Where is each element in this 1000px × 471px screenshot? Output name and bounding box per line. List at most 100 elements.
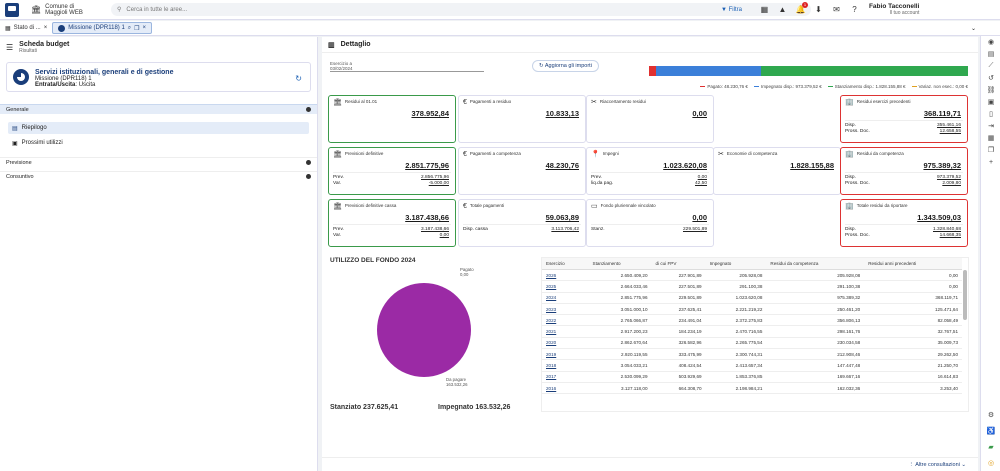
row-value[interactable]: 2.009,80: [942, 181, 961, 186]
row-value[interactable]: 0,00: [697, 175, 707, 180]
altre-consultazioni-link[interactable]: ⋮ Altre consultazioni ⌄: [908, 461, 966, 468]
calc-icon[interactable]: ▦: [987, 135, 995, 142]
calendar-icon[interactable]: ▣: [987, 99, 995, 106]
box-riaccertamento[interactable]: ✂ Riaccertamento residui 0,00: [586, 95, 714, 143]
box-totale-residui[interactable]: 🏢 Totale residui da riportare 1.343.509,0…: [840, 199, 968, 247]
row-value[interactable]: 3.187.438,66: [420, 227, 449, 232]
apps-icon[interactable]: ▦: [760, 5, 769, 14]
year-link[interactable]: 2018: [542, 359, 589, 372]
download-icon[interactable]: ⬇: [815, 5, 822, 14]
chevron-down-icon[interactable]: ⌄: [970, 25, 976, 32]
box-previsioni-definitive[interactable]: 🏛 Previsioni definitive 2.851.775,96 Prev…: [328, 147, 456, 195]
filter-button[interactable]: ▼ Filtra: [721, 6, 742, 13]
app-logo[interactable]: [5, 2, 19, 17]
box-residui-competenza[interactable]: 🏢 Residui da competenza 975.389,32 Disp. 9…: [840, 147, 968, 195]
support-icon[interactable]: ◎: [987, 460, 995, 467]
box-value[interactable]: 48.230,76: [545, 161, 579, 170]
link-icon[interactable]: ⛓: [986, 87, 996, 94]
esercizio-field[interactable]: Esercizio a 03/02/2024: [330, 61, 484, 72]
menu-prossimi-utilizzi[interactable]: ▣ Prossimi utilizzi: [8, 137, 309, 149]
box-value[interactable]: 378.952,84: [411, 109, 449, 118]
org-selector[interactable]: 🏛 Comune di Maggioli WEB: [31, 4, 101, 16]
search-icon[interactable]: ⌕: [127, 24, 132, 31]
document-icon[interactable]: ▯: [989, 111, 993, 118]
box-value[interactable]: 1.343.509,03: [917, 213, 961, 222]
box-value[interactable]: 368.119,71: [923, 109, 961, 118]
box-value[interactable]: 1.828.155,88: [790, 161, 834, 170]
box-value[interactable]: 0,00: [692, 109, 707, 118]
close-icon[interactable]: ×: [142, 25, 147, 31]
help-icon[interactable]: ?: [852, 5, 857, 14]
panel-toggle-icon[interactable]: ▥: [328, 41, 335, 49]
row-value[interactable]: 14.668,35: [939, 233, 961, 238]
table-scrollbar[interactable]: [963, 270, 967, 320]
year-link[interactable]: 2017: [542, 371, 589, 383]
row-value[interactable]: 229.501,89: [682, 227, 707, 232]
menu-icon[interactable]: ☰: [6, 43, 14, 52]
menu-riepilogo[interactable]: ▤ Riepilogo: [8, 122, 309, 134]
section-previsione[interactable]: Previsione: [0, 157, 317, 167]
pages-icon[interactable]: ❐: [987, 147, 995, 154]
aggiorna-button[interactable]: ↻ Aggiorna gli importi: [532, 60, 599, 72]
box-impegni[interactable]: 📍 Impegni 1.023.620,08 Prev. 0,00 liq.da p…: [586, 147, 714, 195]
warning-icon[interactable]: ▲: [778, 5, 787, 14]
row-value[interactable]: 3.113.706,42: [551, 227, 579, 232]
year-link[interactable]: 2016: [542, 382, 589, 395]
history-icon[interactable]: ↺: [988, 75, 994, 82]
refresh-icon[interactable]: ↻: [295, 74, 302, 83]
tab-stato[interactable]: ▦ Stato di ... ×: [0, 22, 52, 34]
box-totale-pagamenti[interactable]: € Totale pagamenti 59.063,89 Disp. cassa 3…: [458, 199, 586, 247]
row-value[interactable]: 355.461,16: [936, 123, 961, 128]
tab-missione[interactable]: Missione (DPR118) 1 ⌕ ❐ ×: [52, 22, 153, 34]
box-value[interactable]: 975.389,32: [923, 161, 961, 170]
box-value[interactable]: 59.063,89: [545, 213, 579, 222]
box-economie[interactable]: ✂ Economie di competenza 1.828.155,88: [713, 147, 841, 195]
box-fondo-pluriennale[interactable]: ▭ Fondo pluriennale vincolato 0,00 Stanz.…: [586, 199, 714, 247]
accessibility-icon[interactable]: ♿: [986, 428, 996, 435]
row-value[interactable]: 42,50: [694, 181, 707, 186]
year-link[interactable]: 2020: [542, 337, 589, 350]
logout-icon[interactable]: ⇥: [988, 123, 994, 130]
row-value[interactable]: -5.000,00: [428, 181, 449, 186]
row-value[interactable]: 0,00: [439, 233, 449, 238]
row-value[interactable]: 973.379,52: [936, 175, 961, 180]
section-generale[interactable]: Generale: [0, 104, 317, 114]
year-link[interactable]: 2026: [542, 269, 589, 282]
box-value[interactable]: 10.833,13: [545, 109, 579, 118]
box-value[interactable]: 3.187.438,66: [405, 213, 449, 222]
user-menu[interactable]: Fabio Tacconelli Il tuo account: [869, 3, 919, 17]
box-value[interactable]: 1.023.620,08: [663, 161, 707, 170]
box-residui-0101[interactable]: 🏛 Residui al 01.01 378.952,84: [328, 95, 456, 143]
box-pagamenti-residuo[interactable]: € Pagamenti a residuo 10.833,13: [458, 95, 586, 143]
pie-slice-da-pagare[interactable]: [377, 283, 471, 377]
settings-icon[interactable]: ⚙: [987, 412, 995, 419]
mail-icon[interactable]: ✉: [833, 5, 840, 14]
row-value[interactable]: 12.658,55: [939, 129, 961, 134]
year-link[interactable]: 2022: [542, 314, 589, 327]
search-input[interactable]: ⚲ Cerca in tutte le aree...: [111, 3, 811, 16]
box-previsioni-cassa[interactable]: 🏛 Previsioni definitive cassa 3.187.438,6…: [328, 199, 456, 247]
row-value[interactable]: 2.856.775,96: [420, 175, 449, 180]
box-pagamenti-competenza[interactable]: € Pagamenti a competenza 48.230,76: [458, 147, 586, 195]
year-link[interactable]: 2025: [542, 280, 589, 293]
year-link[interactable]: 2021: [542, 325, 589, 338]
add-icon[interactable]: +: [988, 158, 994, 166]
copy-icon[interactable]: ❐: [134, 25, 140, 32]
box-residui-precedenti[interactable]: 🏢 Residui esercizi precedenti 368.119,71 …: [840, 95, 968, 143]
chart-icon[interactable]: ⟋: [988, 62, 994, 69]
legend-label: Variaz. non esec.: 0,00 €: [918, 84, 968, 89]
column-header: Stanziamento: [588, 258, 652, 270]
box-value[interactable]: 0,00: [692, 213, 707, 222]
box-value[interactable]: 2.851.775,96: [405, 161, 449, 170]
table-cell: 82.058,49: [864, 314, 962, 327]
bell-icon[interactable]: 🔔 1: [795, 2, 808, 14]
row-value[interactable]: 1.328.840,68: [932, 227, 961, 232]
close-icon[interactable]: ×: [43, 25, 48, 31]
chat-icon[interactable]: ▰: [988, 444, 994, 451]
year-link[interactable]: 2023: [542, 303, 589, 316]
section-consuntivo[interactable]: Consuntivo: [0, 171, 317, 181]
account-icon[interactable]: ◉: [987, 39, 995, 46]
book-icon[interactable]: ▤: [987, 51, 995, 58]
year-link[interactable]: 2019: [542, 348, 589, 361]
year-link[interactable]: 2024: [542, 292, 589, 304]
